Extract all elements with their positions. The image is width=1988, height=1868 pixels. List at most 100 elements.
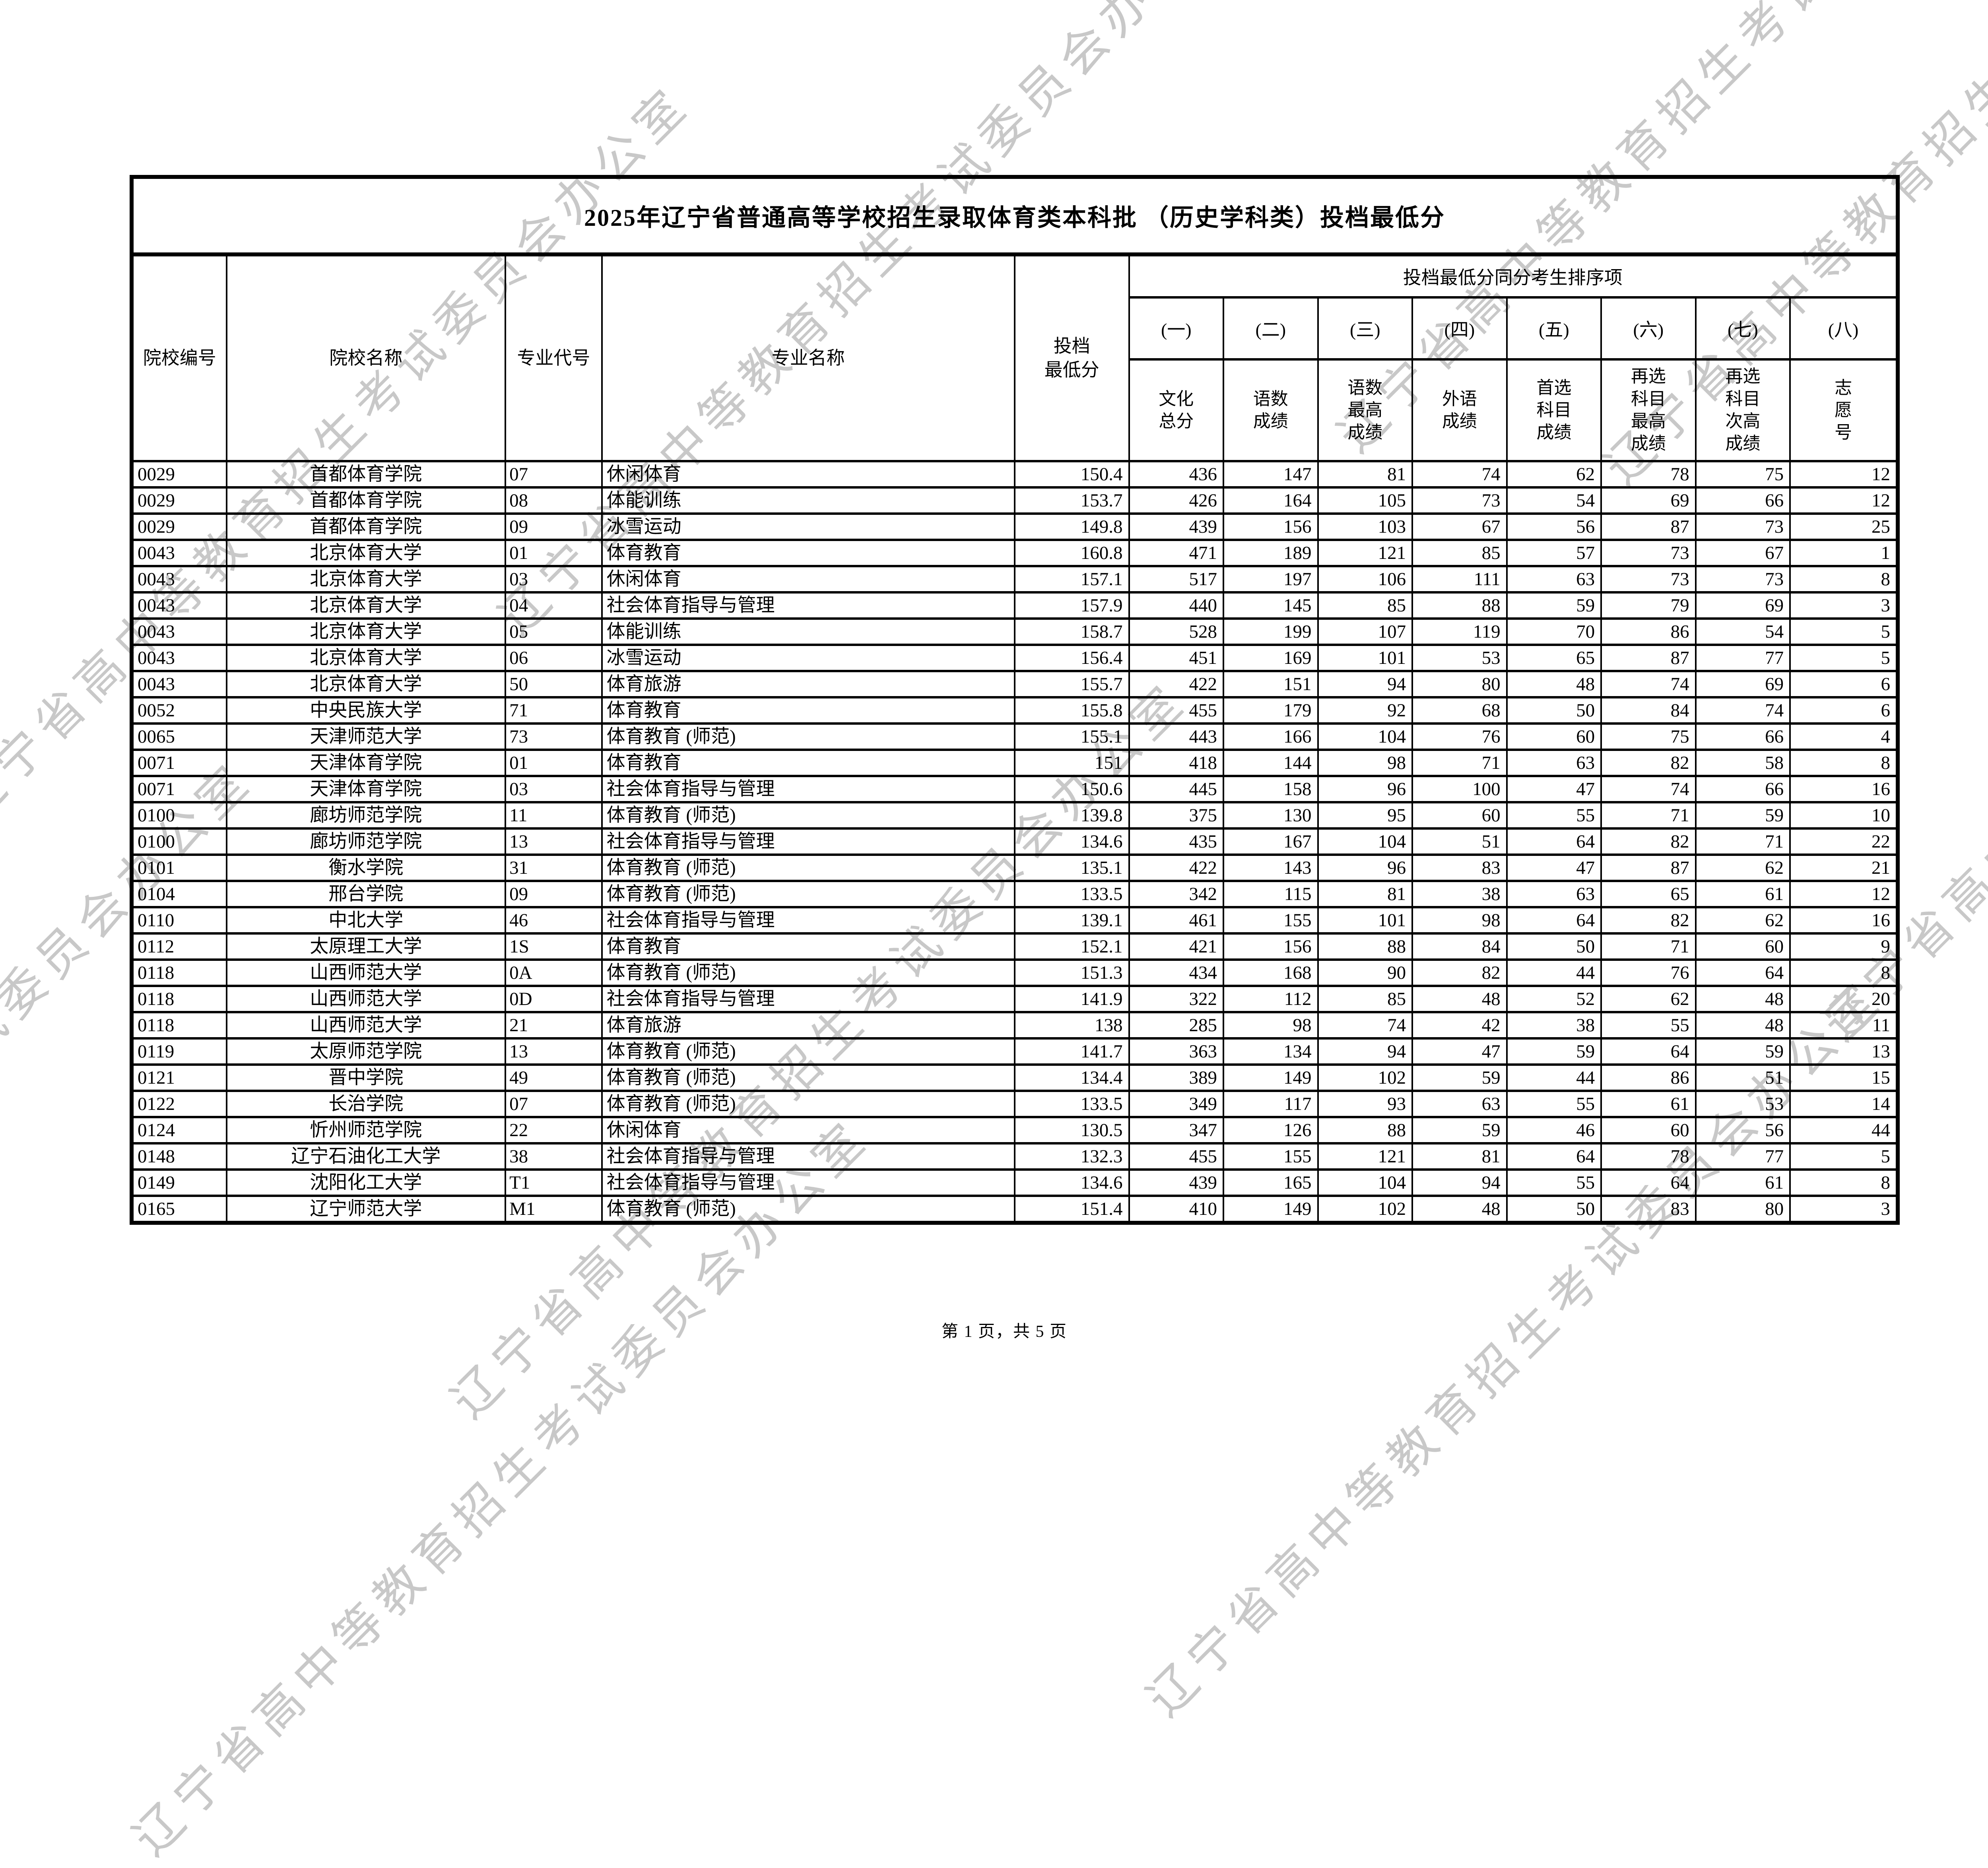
cell-col-11: 74	[1695, 696, 1791, 725]
cell-col-3: 体育教育 (师范)	[601, 1063, 1015, 1092]
cell-col-0: 0043	[131, 644, 227, 672]
cell-col-5: 421	[1128, 932, 1225, 961]
cell-col-0: 0029	[131, 460, 227, 489]
cell-col-0: 0149	[131, 1168, 227, 1197]
cell-col-7: 101	[1317, 644, 1413, 672]
tiebreak-label-chinese-math: 语数 成绩	[1223, 358, 1319, 462]
cell-col-5: 363	[1128, 1037, 1225, 1066]
cell-col-11: 77	[1695, 1142, 1791, 1171]
cell-col-7: 121	[1317, 539, 1413, 567]
cell-col-6: 115	[1223, 880, 1319, 908]
cell-col-9: 50	[1506, 932, 1602, 961]
cell-col-2: 38	[505, 1142, 603, 1171]
cell-col-9: 50	[1506, 1195, 1602, 1224]
cell-col-12: 44	[1789, 1116, 1899, 1144]
cell-col-8: 98	[1411, 906, 1508, 935]
cell-col-10: 75	[1600, 722, 1697, 751]
cell-col-11: 66	[1695, 722, 1791, 751]
cell-col-3: 社会体育指导与管理	[601, 985, 1015, 1013]
cell-col-7: 90	[1317, 958, 1413, 987]
cell-col-2: 71	[505, 696, 603, 725]
cell-col-6: 112	[1223, 985, 1319, 1013]
cell-col-8: 119	[1411, 617, 1508, 646]
ordinal-6: (六)	[1600, 296, 1697, 361]
cell-col-8: 84	[1411, 932, 1508, 961]
cell-col-1: 辽宁石油化工大学	[225, 1142, 507, 1171]
table-row: 0122 长治学院 07 体育教育 (师范) 133.5 349 117 93 63 55 61 53…	[131, 1090, 1899, 1118]
cell-col-0: 0071	[131, 775, 227, 803]
cell-col-1: 北京体育大学	[225, 539, 507, 567]
cell-col-2: 0A	[505, 958, 603, 987]
cell-col-9: 55	[1506, 801, 1602, 830]
cell-col-10: 84	[1600, 696, 1697, 725]
table-row: 0104 邢台学院 09 体育教育 (师范) 133.5 342 115 81 38 63 65 61…	[131, 880, 1899, 908]
cell-col-5: 439	[1128, 1168, 1225, 1197]
cell-col-7: 96	[1317, 775, 1413, 803]
cell-col-9: 44	[1506, 958, 1602, 987]
table-row: 0100 廊坊师范学院 13 社会体育指导与管理 134.6 435 167 104 51 64 8…	[131, 827, 1899, 856]
table-row: 0052 中央民族大学 71 体育教育 155.8 455 179 92 68 50 84 74 6	[131, 696, 1899, 725]
table-row: 0043 北京体育大学 01 体育教育 160.8 471 189 121 85 57 73 67 1	[131, 539, 1899, 567]
cell-col-1: 天津师范大学	[225, 722, 507, 751]
cell-col-10: 82	[1600, 827, 1697, 856]
cell-col-12: 5	[1789, 617, 1899, 646]
cell-col-4: 139.8	[1013, 801, 1130, 830]
col-header-major-name: 专业名称	[601, 253, 1015, 462]
cell-col-2: 07	[505, 460, 603, 489]
cell-col-3: 体育教育 (师范)	[601, 853, 1015, 882]
cell-col-2: 03	[505, 775, 603, 803]
cell-col-8: 63	[1411, 1090, 1508, 1118]
cell-col-10: 87	[1600, 512, 1697, 541]
cell-col-0: 0101	[131, 853, 227, 882]
cell-col-8: 68	[1411, 696, 1508, 725]
table-row: 0100 廊坊师范学院 11 体育教育 (师范) 139.8 375 130 95 60 55 71…	[131, 801, 1899, 830]
cell-col-2: 09	[505, 880, 603, 908]
cell-col-0: 0119	[131, 1037, 227, 1066]
cell-col-6: 126	[1223, 1116, 1319, 1144]
cell-col-3: 体育教育 (师范)	[601, 722, 1015, 751]
cell-col-8: 82	[1411, 958, 1508, 987]
table-row: 0029 首都体育学院 09 冰雪运动 149.8 439 156 103 67 56 87 73 25	[131, 512, 1899, 541]
cell-col-12: 8	[1789, 565, 1899, 594]
table-row: 0029 首都体育学院 07 休闲体育 150.4 436 147 81 74 62 78 75 12	[131, 460, 1899, 489]
cell-col-1: 太原师范学院	[225, 1037, 507, 1066]
cell-col-1: 廊坊师范学院	[225, 801, 507, 830]
cell-col-11: 60	[1695, 932, 1791, 961]
cell-col-7: 101	[1317, 906, 1413, 935]
ordinal-7: (七)	[1695, 296, 1791, 361]
cell-col-6: 134	[1223, 1037, 1319, 1066]
cell-col-11: 58	[1695, 749, 1791, 777]
cell-col-8: 47	[1411, 1037, 1508, 1066]
cell-col-6: 149	[1223, 1195, 1319, 1224]
cell-col-4: 134.6	[1013, 1168, 1130, 1197]
cell-col-9: 64	[1506, 827, 1602, 856]
cell-col-10: 71	[1600, 932, 1697, 961]
cell-col-2: 50	[505, 670, 603, 698]
cell-col-3: 社会体育指导与管理	[601, 591, 1015, 620]
cell-col-8: 67	[1411, 512, 1508, 541]
cell-col-6: 147	[1223, 460, 1319, 489]
cell-col-11: 64	[1695, 958, 1791, 987]
cell-col-10: 74	[1600, 775, 1697, 803]
cell-col-3: 体育教育 (师范)	[601, 1090, 1015, 1118]
cell-col-12: 10	[1789, 801, 1899, 830]
cell-col-9: 55	[1506, 1090, 1602, 1118]
cell-col-4: 133.5	[1013, 880, 1130, 908]
cell-col-6: 165	[1223, 1168, 1319, 1197]
table-row: 0148 辽宁石油化工大学 38 社会体育指导与管理 132.3 455 155 121 81 6…	[131, 1142, 1899, 1171]
cell-col-4: 156.4	[1013, 644, 1130, 672]
cell-col-8: 48	[1411, 985, 1508, 1013]
cell-col-0: 0110	[131, 906, 227, 935]
cell-col-11: 59	[1695, 1037, 1791, 1066]
cell-col-7: 104	[1317, 722, 1413, 751]
cell-col-4: 133.5	[1013, 1090, 1130, 1118]
cell-col-7: 93	[1317, 1090, 1413, 1118]
cell-col-12: 6	[1789, 696, 1899, 725]
cell-col-9: 64	[1506, 906, 1602, 935]
cell-col-8: 94	[1411, 1168, 1508, 1197]
cell-col-3: 体育教育 (师范)	[601, 958, 1015, 987]
tiebreak-label-first-choice-subject: 首选 科目 成绩	[1506, 358, 1602, 462]
cell-col-4: 157.1	[1013, 565, 1130, 594]
cell-col-0: 0052	[131, 696, 227, 725]
cell-col-9: 62	[1506, 460, 1602, 489]
